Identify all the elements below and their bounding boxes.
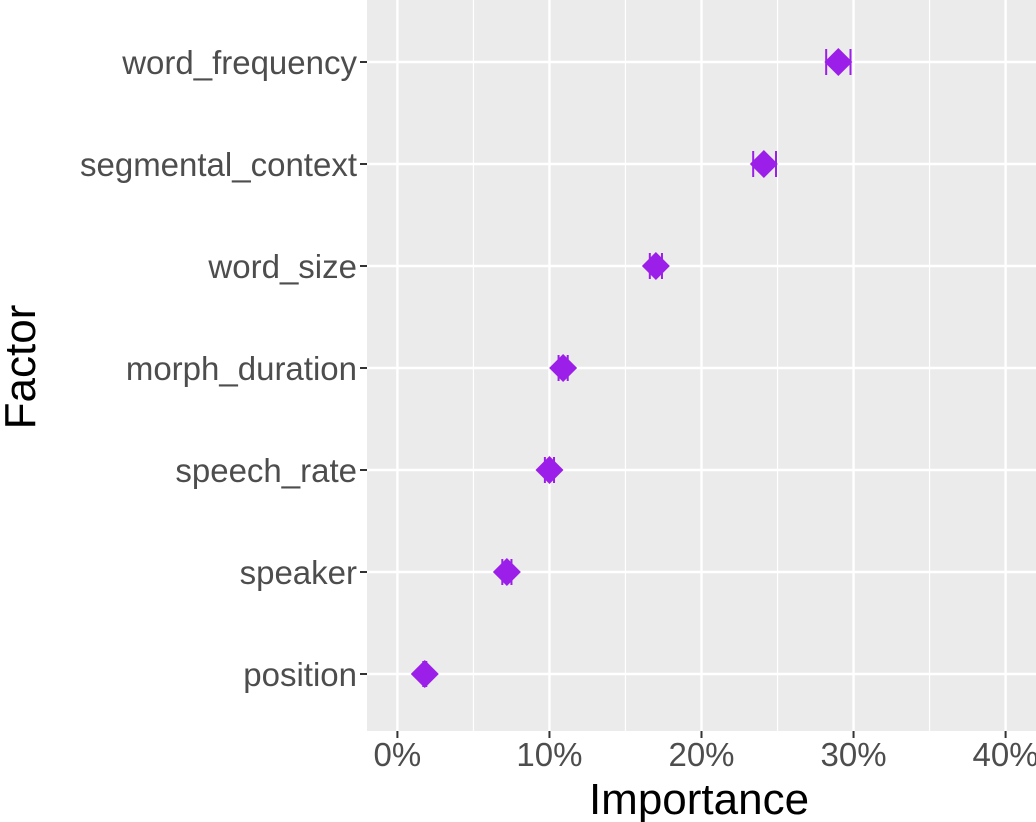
data-point-word-frequency xyxy=(824,48,853,76)
x-tick-label: 0% xyxy=(374,736,422,773)
y-tick-label: word_size xyxy=(207,248,357,285)
y-tick-label: segmental_context xyxy=(80,146,357,183)
data-point-speaker xyxy=(492,558,521,586)
y-tick-label: speaker xyxy=(240,554,357,591)
y-axis-tick-labels: word_frequency segmental_context word_size… xyxy=(80,44,358,693)
data-point-position xyxy=(410,660,439,688)
y-tick-label: word_frequency xyxy=(121,44,357,81)
minor-gridlines xyxy=(472,0,931,731)
x-axis-title: Importance xyxy=(589,775,809,822)
data-points xyxy=(410,48,853,688)
y-tick-label: position xyxy=(243,656,357,693)
x-axis-tick-labels: 0% 10% 20% 30% 40% xyxy=(374,736,1036,773)
data-point-word-size xyxy=(641,252,670,280)
y-axis-title: Factor xyxy=(0,305,45,430)
data-point-segmental-context xyxy=(749,150,778,178)
x-tick-label: 40% xyxy=(973,736,1036,773)
x-axis-ticks xyxy=(396,731,1007,738)
x-tick-label: 30% xyxy=(821,736,887,773)
data-point-speech-rate xyxy=(535,456,564,484)
data-point-morph-duration xyxy=(549,354,578,382)
y-tick-label: speech_rate xyxy=(175,452,357,489)
x-tick-label: 10% xyxy=(516,736,582,773)
y-axis-ticks xyxy=(360,61,367,675)
x-tick-label: 20% xyxy=(668,736,734,773)
y-tick-label: morph_duration xyxy=(126,350,357,387)
major-gridlines xyxy=(367,0,1036,731)
